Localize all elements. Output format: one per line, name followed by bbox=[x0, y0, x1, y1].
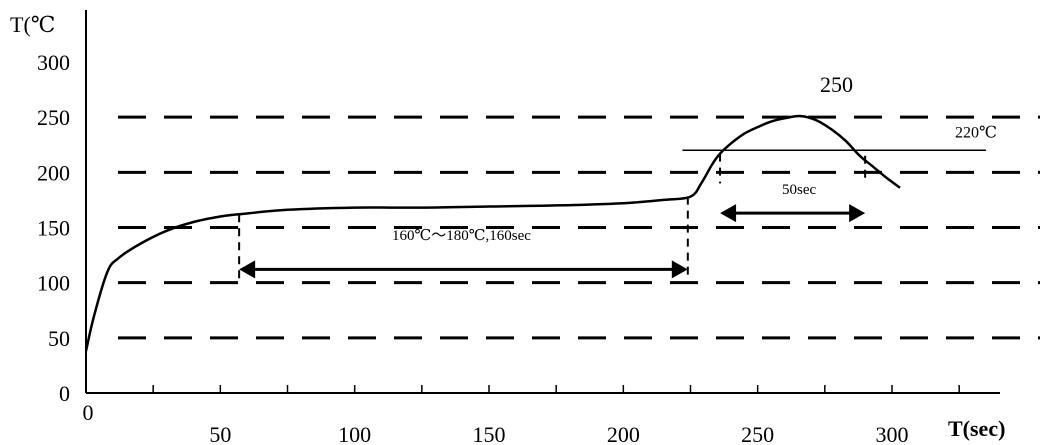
x-axis-label: T(sec) bbox=[948, 416, 1005, 441]
preheat-arrow-head-right bbox=[671, 260, 688, 279]
x-tick-label-0: 0 bbox=[83, 400, 94, 425]
axis-ticks: 0 50 100 150 200 250 300 0 50 100 150 200 250 300 bbox=[37, 50, 960, 445]
y-tick-label-50: 50 bbox=[48, 326, 70, 351]
y-tick-label-150: 150 bbox=[37, 216, 70, 241]
peak-label: 250 bbox=[820, 72, 853, 97]
reflow-arrow-head-right bbox=[849, 204, 866, 223]
y-tick-label-250: 250 bbox=[37, 105, 70, 130]
y-axis-label: T(℃ bbox=[10, 12, 55, 37]
x-tick-label-50: 50 bbox=[209, 422, 231, 445]
y-tick-label-300: 300 bbox=[37, 50, 70, 75]
reflow-arrow-head-left bbox=[720, 204, 737, 223]
liquidus-label: 220℃ bbox=[955, 124, 997, 141]
x-tick-label-200: 200 bbox=[607, 422, 640, 445]
axes bbox=[85, 10, 1000, 394]
x-tick-label-150: 150 bbox=[473, 422, 506, 445]
temperature-profile-line bbox=[84, 114, 901, 352]
series-group bbox=[84, 114, 901, 352]
y-tick-label-200: 200 bbox=[37, 160, 70, 185]
reference-lines bbox=[118, 115, 1040, 340]
reflow-label: 50sec bbox=[782, 182, 816, 198]
preheat-label: 160℃～180℃,160sec bbox=[392, 228, 531, 244]
x-tick-label-100: 100 bbox=[338, 422, 371, 445]
y-tick-label-100: 100 bbox=[37, 271, 70, 296]
x-tick-label-300: 300 bbox=[876, 422, 909, 445]
y-tick-label-0: 0 bbox=[59, 381, 70, 406]
preheat-arrow-head-left bbox=[239, 260, 256, 279]
x-tick-label-250: 250 bbox=[741, 422, 774, 445]
annotations: 220℃ 250 160℃～180℃,160sec 50sec bbox=[238, 72, 997, 279]
